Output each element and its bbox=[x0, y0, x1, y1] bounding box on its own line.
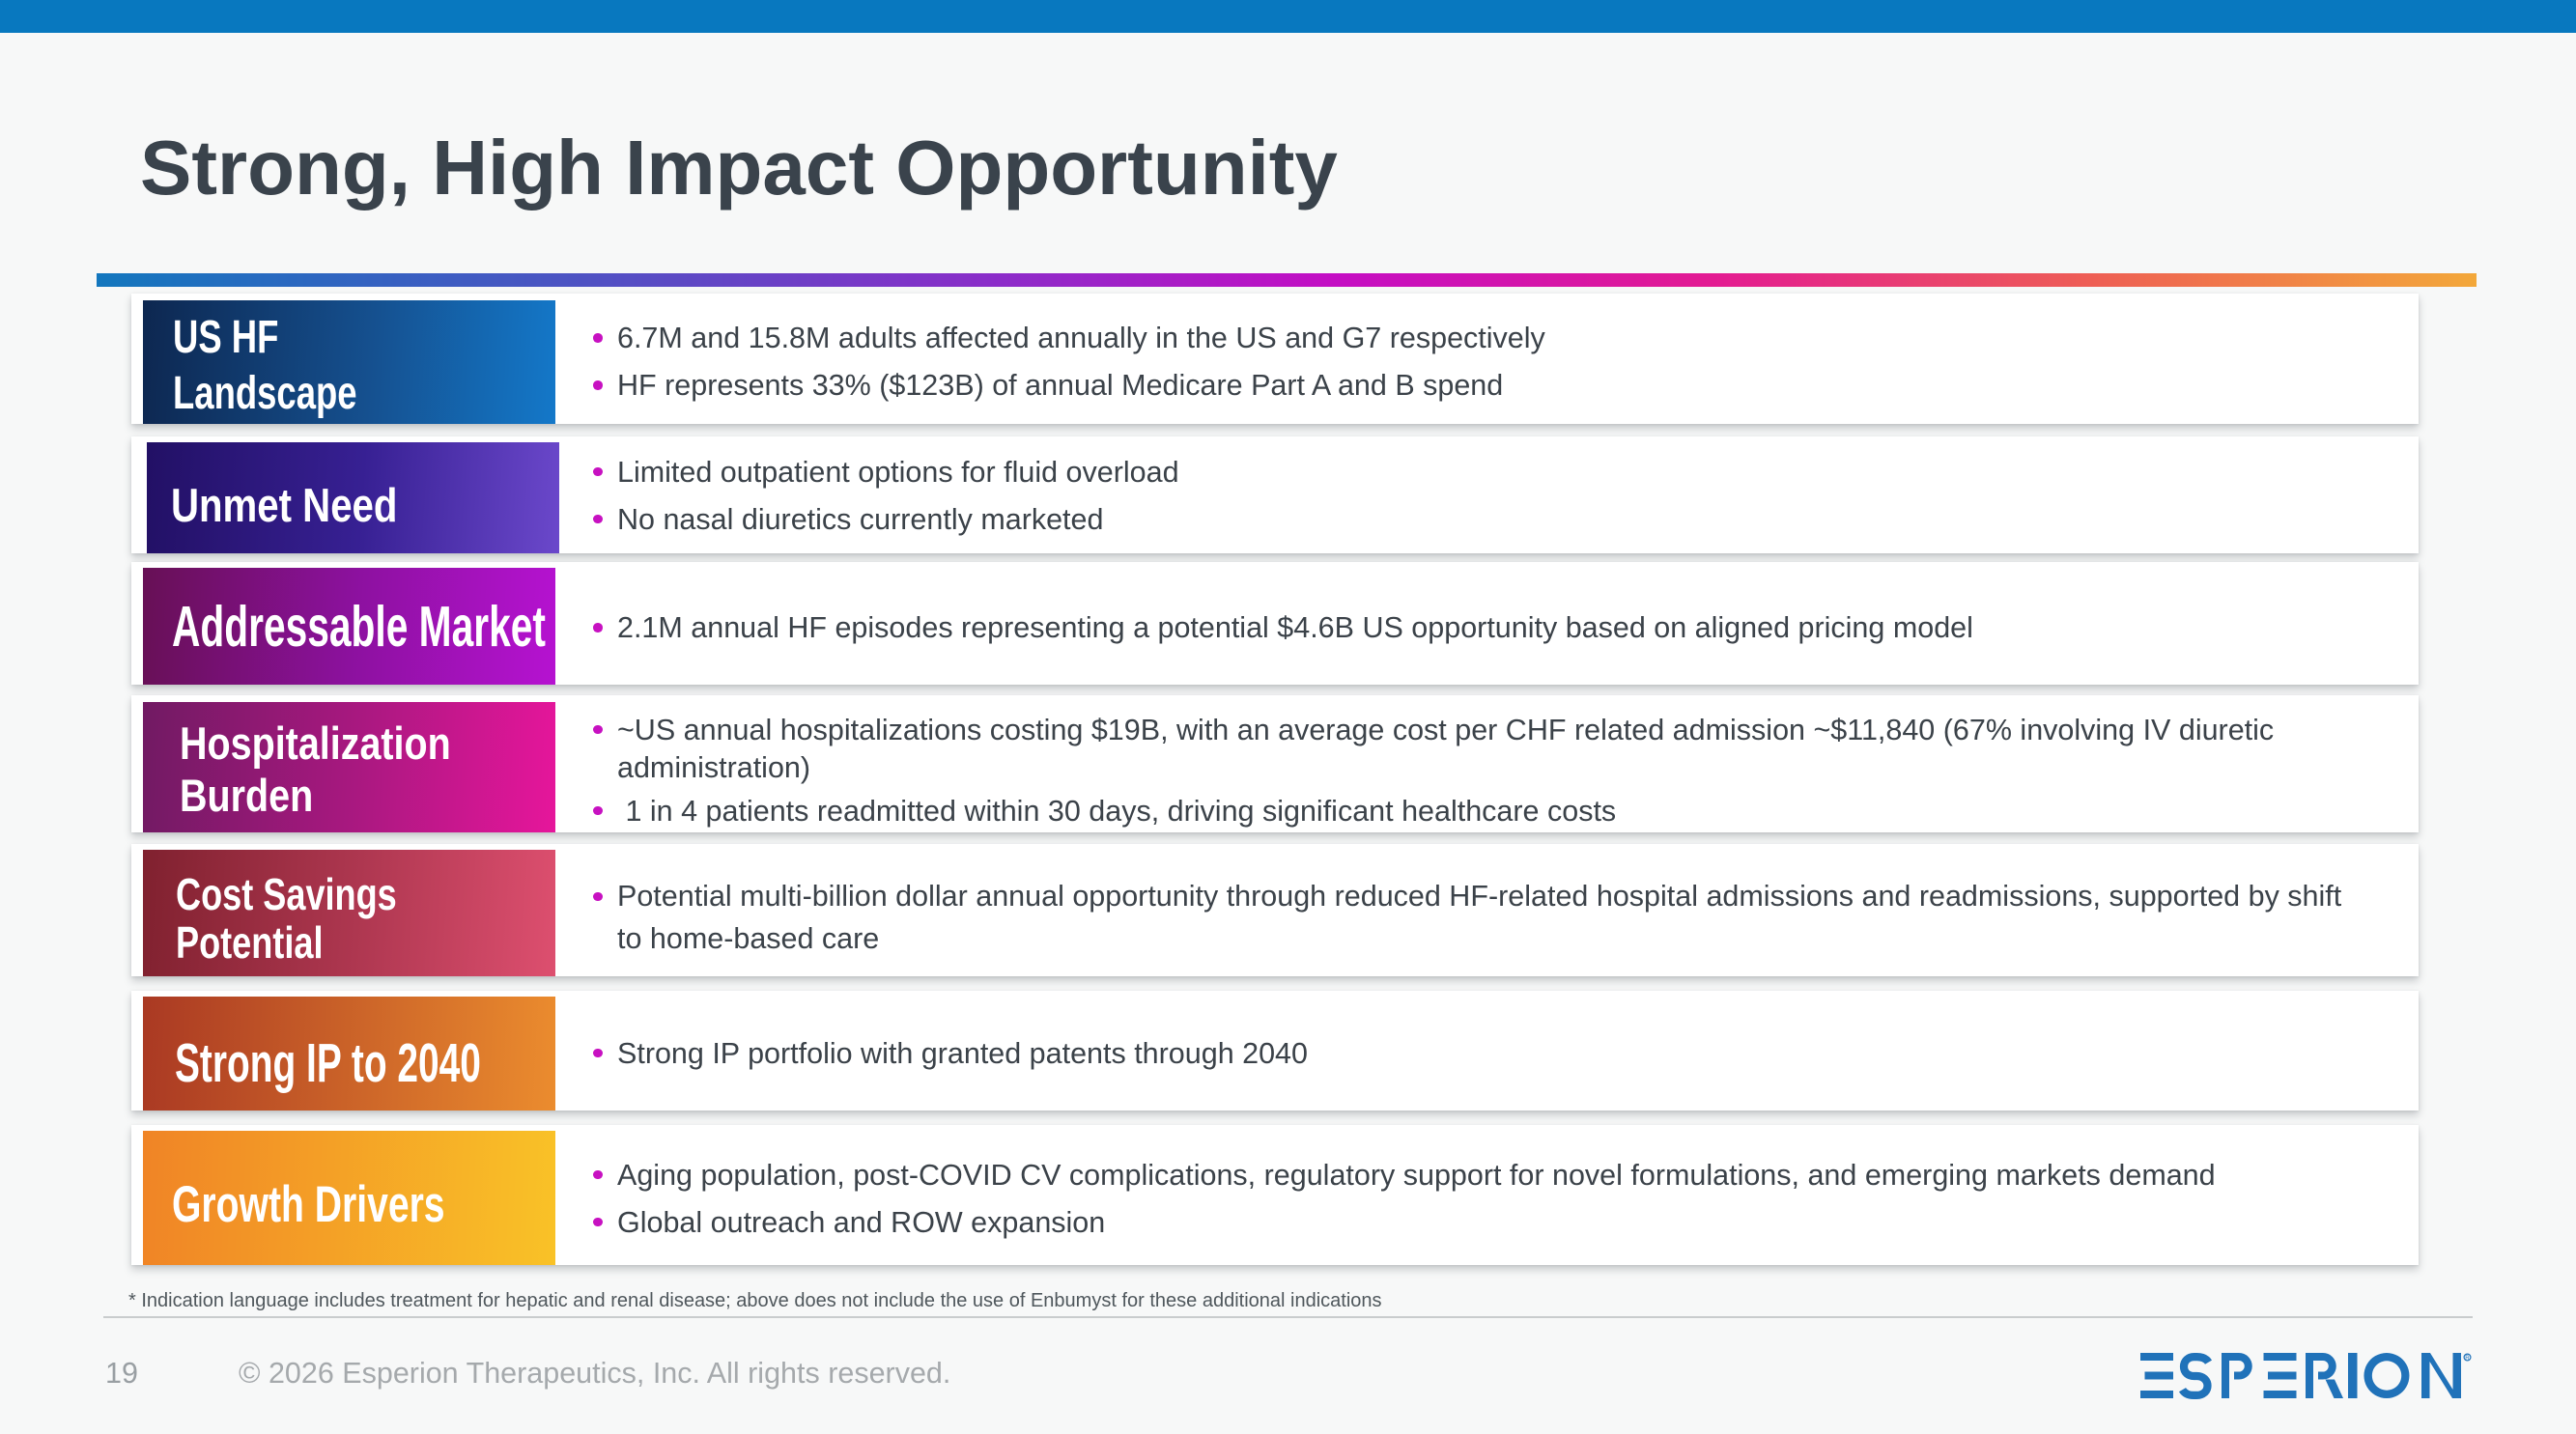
svg-text:R: R bbox=[2465, 1355, 2470, 1362]
